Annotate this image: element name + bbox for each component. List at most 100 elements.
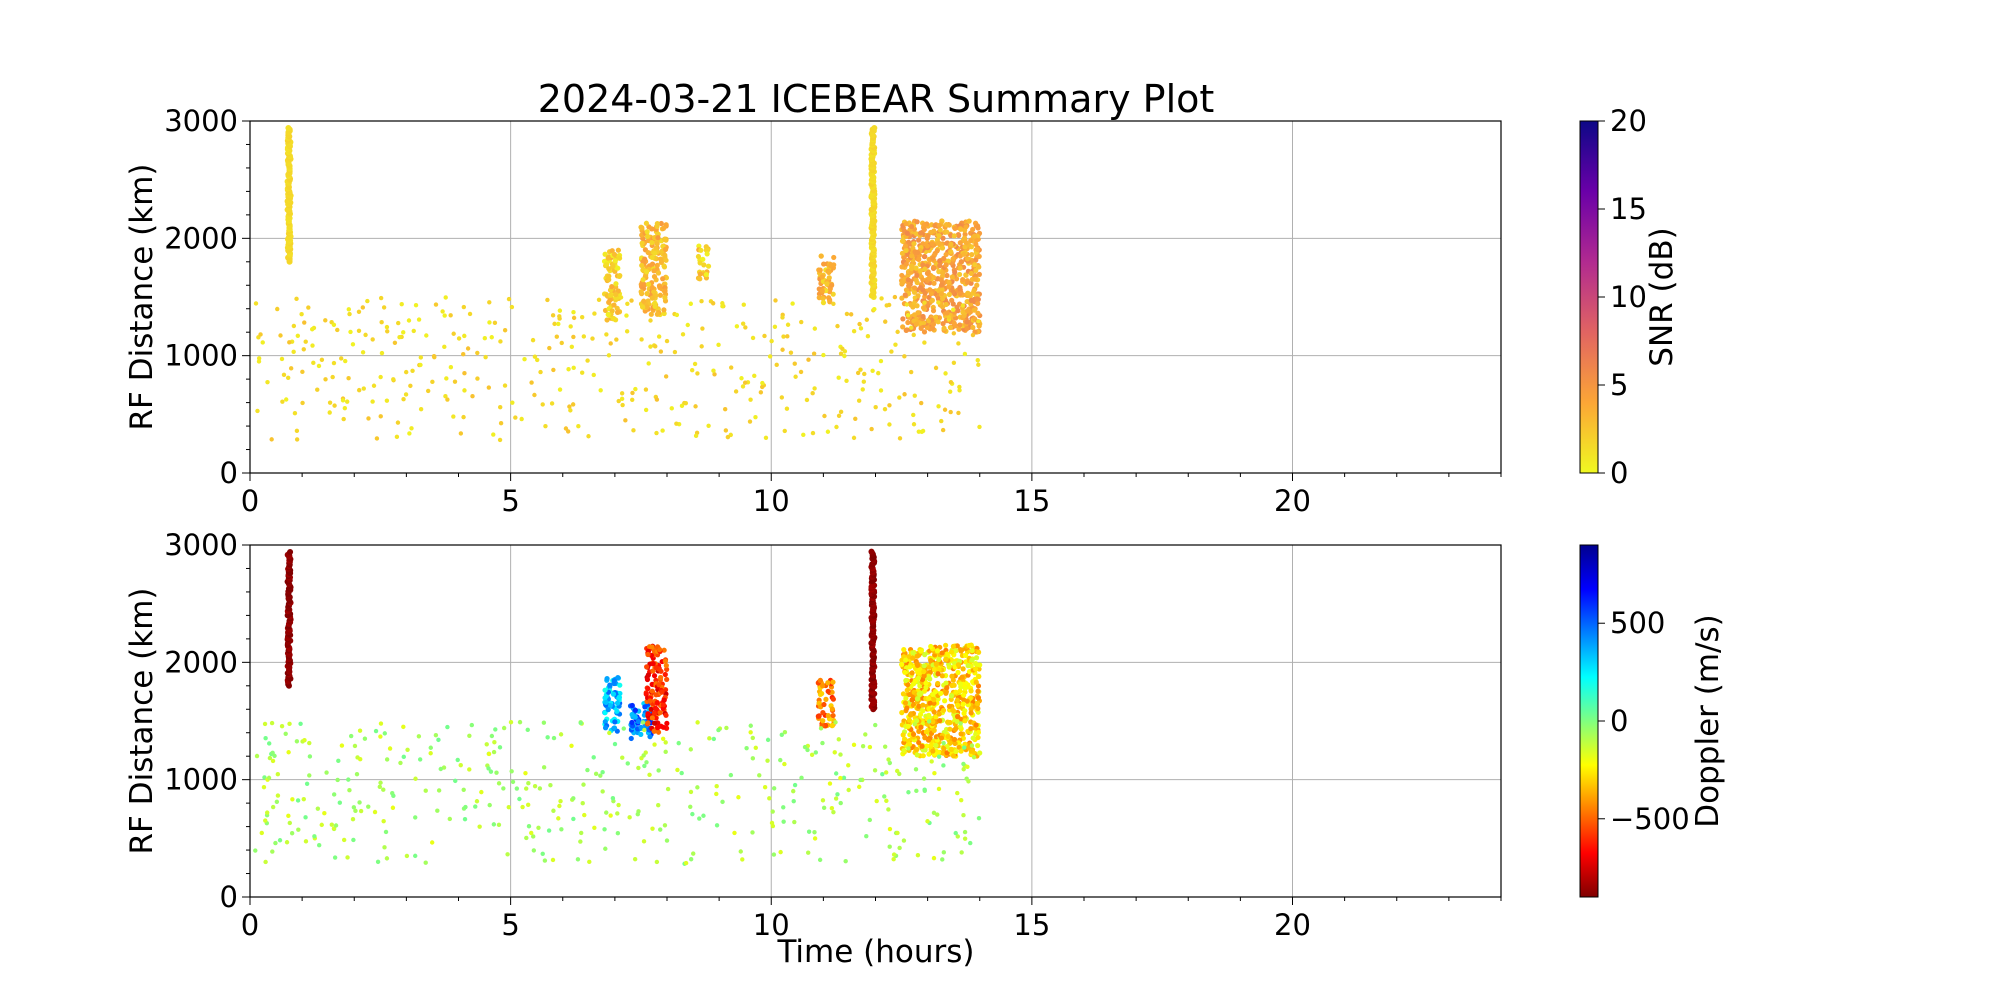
snr-data-point (391, 377, 396, 382)
snr-data-point (919, 321, 924, 326)
doppler-data-point (540, 851, 545, 856)
snr-data-point (976, 271, 982, 277)
snr-data-point (697, 276, 703, 282)
snr-data-point (750, 335, 756, 341)
doppler-data-point (536, 825, 541, 830)
snr-data-point (831, 254, 837, 261)
snr-data-point (465, 346, 471, 351)
snr-data-point (630, 397, 635, 402)
doppler-data-point (716, 727, 721, 733)
snr-data-point (935, 296, 942, 302)
snr-data-point (639, 262, 645, 269)
doppler-data-point (322, 810, 327, 816)
doppler-data-point (958, 748, 964, 754)
snr-data-point (935, 319, 941, 325)
doppler-data-point (931, 727, 937, 733)
doppler-data-point (738, 849, 743, 854)
doppler-data-point (914, 661, 920, 667)
snr-data-point (798, 369, 804, 375)
snr-data-point (974, 246, 981, 253)
doppler-data-point (607, 682, 613, 688)
doppler-data-point (954, 643, 960, 649)
snr-data-point (502, 328, 508, 333)
snr-data-point (834, 424, 839, 430)
doppler-data-point (955, 834, 960, 839)
snr-data-point (900, 316, 906, 322)
snr-data-point (509, 304, 515, 310)
snr-data-point (656, 283, 663, 289)
doppler-data-point (541, 720, 547, 725)
doppler-data-point (771, 786, 777, 791)
snr-data-point (532, 392, 537, 398)
snr-data-point (911, 332, 916, 338)
doppler-data-point (957, 688, 963, 694)
snr-data-point (619, 391, 625, 396)
doppler-data-point (697, 816, 702, 821)
doppler-data-point (950, 707, 956, 713)
snr-data-point (963, 224, 969, 230)
doppler-data-point (913, 767, 919, 772)
snr-data-point (643, 387, 649, 392)
doppler-data-point (353, 808, 358, 814)
snr-data-point (440, 309, 445, 314)
snr-data-point (920, 305, 927, 311)
doppler-data-point (884, 798, 889, 804)
doppler-data-point (926, 712, 932, 718)
snr-data-point (302, 320, 307, 325)
doppler-data-point (945, 733, 951, 740)
snr-data-point (964, 319, 970, 325)
doppler-data-point (286, 813, 291, 819)
doppler-data-point (902, 700, 909, 706)
doppler-data-point (933, 742, 939, 749)
snr-data-point (943, 371, 948, 376)
snr-data-point (275, 306, 280, 312)
doppler-data-point (461, 787, 466, 792)
snr-data-point (330, 374, 335, 380)
doppler-data-point (656, 803, 661, 808)
doppler-data-point (920, 702, 926, 708)
doppler-data-point (642, 763, 647, 769)
doppler-data-point (658, 827, 663, 832)
doppler-data-point (969, 657, 975, 663)
snr-data-point (801, 432, 806, 437)
snr-data-point (285, 375, 291, 380)
doppler-data-point (944, 685, 950, 691)
snr-data-point (769, 338, 774, 344)
doppler-data-point (270, 804, 276, 810)
snr-data-point (680, 332, 686, 337)
doppler-data-point (651, 673, 658, 679)
snr-data-point (804, 397, 810, 403)
doppler-data-point (959, 647, 965, 653)
snr-data-point (556, 321, 561, 327)
doppler-data-point (867, 817, 873, 823)
snr-data-point (630, 390, 635, 396)
doppler-data-point (462, 816, 468, 822)
snr-data-point (425, 388, 431, 394)
snr-data-point (288, 366, 294, 371)
doppler-data-point (886, 807, 891, 812)
snr-data-point (861, 379, 867, 384)
doppler-data-point (357, 728, 363, 733)
doppler-data-point (792, 782, 798, 788)
snr-data-point (614, 337, 619, 342)
doppler-data-point (948, 693, 955, 699)
snr-data-point (662, 288, 668, 294)
doppler-data-point (650, 668, 656, 674)
doppler-data-point (662, 658, 668, 664)
doppler-data-point (642, 704, 648, 710)
snr-data-point (940, 295, 946, 302)
doppler-data-point (779, 732, 784, 738)
doppler-data-point (506, 804, 511, 810)
doppler-data-point (675, 767, 680, 773)
doppler-data-point (954, 718, 960, 725)
doppler-data-point (968, 642, 974, 648)
doppler-data-point (833, 720, 838, 725)
doppler-data-point (728, 772, 734, 778)
doppler-data-point (607, 702, 613, 709)
snr-data-point (913, 265, 919, 271)
doppler-data-point (962, 745, 967, 750)
snr-data-point (456, 336, 462, 341)
snr-data-point (565, 429, 571, 434)
doppler-data-point (259, 830, 264, 836)
doppler-data-point (897, 845, 902, 851)
